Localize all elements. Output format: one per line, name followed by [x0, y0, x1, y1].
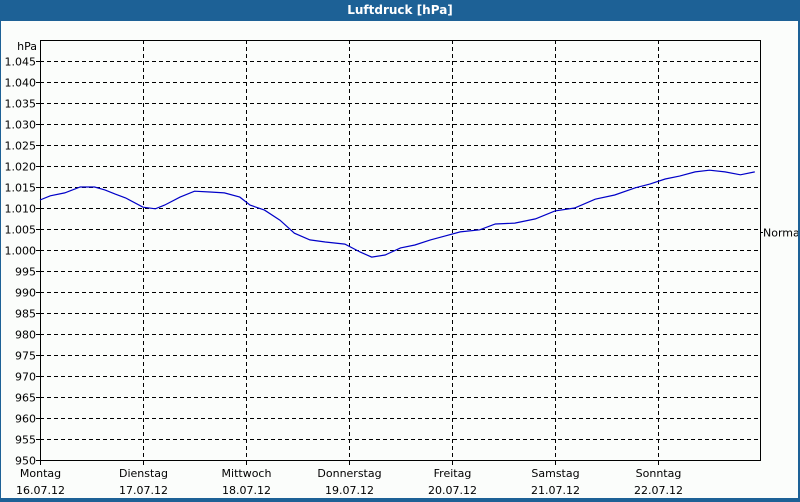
- y-tick-label: 1.005: [5, 224, 37, 237]
- x-day-label: Dienstag: [119, 467, 168, 480]
- y-tick-label: 1.000: [5, 245, 37, 258]
- x-day-label: Freitag: [434, 467, 472, 480]
- x-date-label: 17.07.12: [119, 484, 168, 497]
- pressure-line: [39, 169, 755, 258]
- y-tick-label: 1.020: [5, 161, 37, 174]
- y-tick-label: 970: [15, 371, 36, 384]
- pressure-chart: 1.045 1.040 1.035 1.030 1.025 1.020 1.015 1.010…: [5, 40, 800, 497]
- y-tick-label: 975: [15, 350, 36, 363]
- y-tick-label: 995: [15, 266, 36, 279]
- y-tick-label: 990: [15, 287, 36, 300]
- y-tick-label: 955: [15, 434, 36, 447]
- x-date-label: 19.07.12: [325, 484, 374, 497]
- x-date-label: 21.07.12: [531, 484, 580, 497]
- y-tick-label: 1.045: [5, 56, 37, 69]
- y-tick-label: 950: [15, 455, 36, 468]
- y-axis-unit: hPa: [17, 40, 37, 53]
- y-tick-label: 1.025: [5, 140, 37, 153]
- x-date-label: 20.07.12: [428, 484, 477, 497]
- y-tick-label: 1.040: [5, 77, 37, 90]
- y-tick-label: 1.015: [5, 182, 37, 195]
- y-tick-label: 965: [15, 392, 36, 405]
- x-day-label: Samstag: [531, 467, 579, 480]
- x-date-label: 18.07.12: [222, 484, 271, 497]
- x-date-label: 16.07.12: [16, 484, 65, 497]
- x-date-label: 22.07.12: [634, 484, 683, 497]
- y-tick-label: 1.035: [5, 98, 37, 111]
- y-tick-label: 985: [15, 308, 36, 321]
- window-title: Luftdruck [hPa]: [0, 0, 800, 20]
- plot-frame: [40, 40, 761, 461]
- y-tick-label: 980: [15, 329, 36, 342]
- x-day-label: Mittwoch: [222, 467, 272, 480]
- chart-area: 1.045 1.040 1.035 1.030 1.025 1.020 1.015 1.010…: [1, 21, 800, 498]
- normal-label: Normal: [763, 227, 798, 240]
- x-day-label: Montag: [20, 467, 61, 480]
- y-tick-label: 1.030: [5, 119, 37, 132]
- x-day-label: Donnerstag: [317, 467, 381, 480]
- y-tick-label: 960: [15, 413, 36, 426]
- y-tick-label: 1.010: [5, 203, 37, 216]
- x-day-label: Sonntag: [636, 467, 682, 480]
